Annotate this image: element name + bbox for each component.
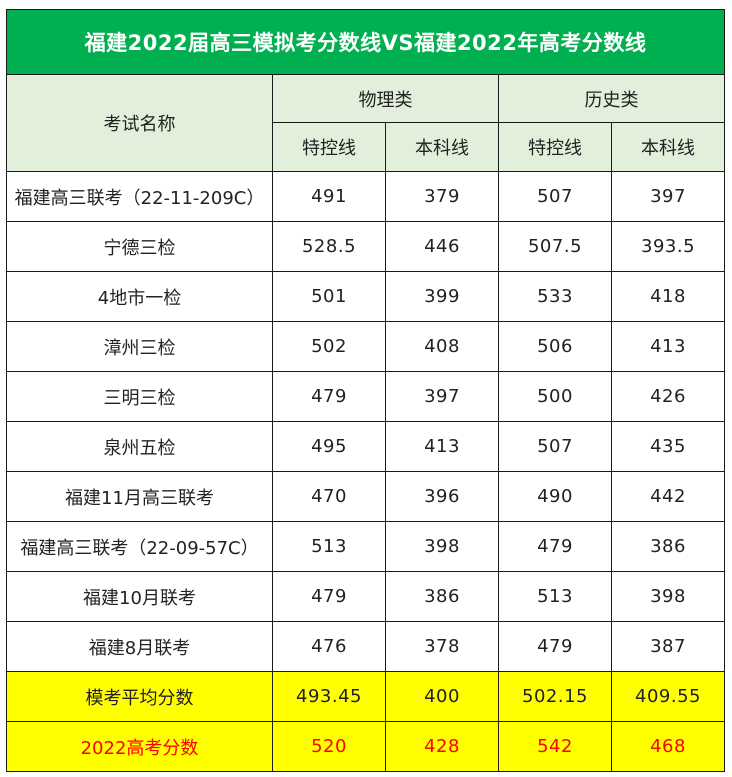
- history-special-cell: 490: [498, 471, 612, 522]
- physics-undergrad-cell: 378: [385, 621, 499, 672]
- exam-name-cell: 漳州三检: [6, 321, 273, 372]
- table-row: 福建高三联考（22-09-57C） 513 398 479 386: [6, 521, 726, 572]
- history-undergrad-cell: 426: [610, 371, 726, 422]
- history-special-cell: 506: [498, 321, 612, 372]
- gaokao-label: 2022高考分数: [6, 721, 273, 772]
- physics-special-cell: 470: [272, 471, 386, 522]
- table-row: 宁德三检 528.5 446 507.5 393.5: [6, 221, 726, 272]
- gaokao-physics-undergrad: 428: [385, 721, 499, 772]
- header-physics-undergrad: 本科线: [385, 122, 499, 172]
- physics-special-cell: 501: [272, 271, 386, 322]
- average-history-special: 502.15: [498, 671, 612, 722]
- average-label: 模考平均分数: [6, 671, 273, 722]
- exam-name-cell: 宁德三检: [6, 221, 273, 272]
- physics-special-cell: 528.5: [272, 221, 386, 272]
- history-special-cell: 507: [498, 421, 612, 472]
- header-history-special: 特控线: [498, 122, 612, 172]
- header-history: 历史类: [497, 74, 726, 123]
- average-history-undergrad: 409.55: [610, 671, 726, 722]
- physics-undergrad-cell: 397: [385, 371, 499, 422]
- physics-special-cell: 502: [272, 321, 386, 372]
- history-undergrad-cell: 442: [610, 471, 726, 522]
- history-special-cell: 500: [498, 371, 612, 422]
- header-history-undergrad: 本科线: [610, 122, 726, 172]
- table-title: 福建2022届高三模拟考分数线VS福建2022年高考分数线: [5, 9, 726, 75]
- gaokao-row: 2022高考分数 520 428 542 468: [6, 721, 726, 772]
- physics-undergrad-cell: 446: [385, 221, 499, 272]
- physics-special-cell: 479: [272, 571, 386, 622]
- exam-name-cell: 三明三检: [6, 371, 273, 422]
- physics-special-cell: 491: [272, 171, 386, 222]
- physics-undergrad-cell: 413: [385, 421, 499, 472]
- history-undergrad-cell: 435: [610, 421, 726, 472]
- history-undergrad-cell: 386: [610, 521, 726, 572]
- header-exam-name: 考试名称: [6, 74, 273, 172]
- history-undergrad-cell: 397: [610, 171, 726, 222]
- physics-undergrad-cell: 379: [385, 171, 499, 222]
- table-row: 漳州三检 502 408 506 413: [6, 321, 726, 372]
- exam-name-cell: 4地市一检: [6, 271, 273, 322]
- score-comparison-table: 福建2022届高三模拟考分数线VS福建2022年高考分数线 考试名称 物理类 历…: [5, 9, 726, 772]
- table-row: 福建10月联考 479 386 513 398: [6, 571, 726, 622]
- table-row: 福建8月联考 476 378 479 387: [6, 621, 726, 672]
- physics-undergrad-cell: 399: [385, 271, 499, 322]
- history-special-cell: 533: [498, 271, 612, 322]
- table-row: 福建11月高三联考 470 396 490 442: [6, 471, 726, 522]
- exam-name-cell: 福建10月联考: [6, 571, 273, 622]
- exam-name-cell: 福建高三联考（22-09-57C）: [6, 521, 273, 572]
- average-physics-special: 493.45: [272, 671, 386, 722]
- history-undergrad-cell: 418: [610, 271, 726, 322]
- gaokao-physics-special: 520: [272, 721, 386, 772]
- history-special-cell: 479: [498, 621, 612, 672]
- physics-undergrad-cell: 398: [385, 521, 499, 572]
- table-row: 福建高三联考（22-11-209C） 491 379 507 397: [6, 171, 726, 222]
- exam-name-cell: 福建8月联考: [6, 621, 273, 672]
- exam-name-cell: 福建高三联考（22-11-209C）: [6, 171, 273, 222]
- physics-special-cell: 495: [272, 421, 386, 472]
- physics-special-cell: 479: [272, 371, 386, 422]
- physics-special-cell: 476: [272, 621, 386, 672]
- exam-name-cell: 泉州五检: [6, 421, 273, 472]
- header-physics-special: 特控线: [272, 122, 386, 172]
- gaokao-history-undergrad: 468: [610, 721, 726, 772]
- physics-special-cell: 513: [272, 521, 386, 572]
- history-undergrad-cell: 413: [610, 321, 726, 372]
- history-undergrad-cell: 398: [610, 571, 726, 622]
- history-special-cell: 507: [498, 171, 612, 222]
- physics-undergrad-cell: 386: [385, 571, 499, 622]
- exam-name-cell: 福建11月高三联考: [6, 471, 273, 522]
- table-row: 泉州五检 495 413 507 435: [6, 421, 726, 472]
- physics-undergrad-cell: 396: [385, 471, 499, 522]
- table-row: 三明三检 479 397 500 426: [6, 371, 726, 422]
- table-row: 4地市一检 501 399 533 418: [6, 271, 726, 322]
- history-special-cell: 479: [498, 521, 612, 572]
- header-physics: 物理类: [272, 74, 499, 123]
- history-special-cell: 507.5: [498, 221, 612, 272]
- history-special-cell: 513: [498, 571, 612, 622]
- history-undergrad-cell: 393.5: [610, 221, 726, 272]
- history-undergrad-cell: 387: [610, 621, 726, 672]
- physics-undergrad-cell: 408: [385, 321, 499, 372]
- gaokao-history-special: 542: [498, 721, 612, 772]
- average-physics-undergrad: 400: [385, 671, 499, 722]
- average-row: 模考平均分数 493.45 400 502.15 409.55: [6, 671, 726, 722]
